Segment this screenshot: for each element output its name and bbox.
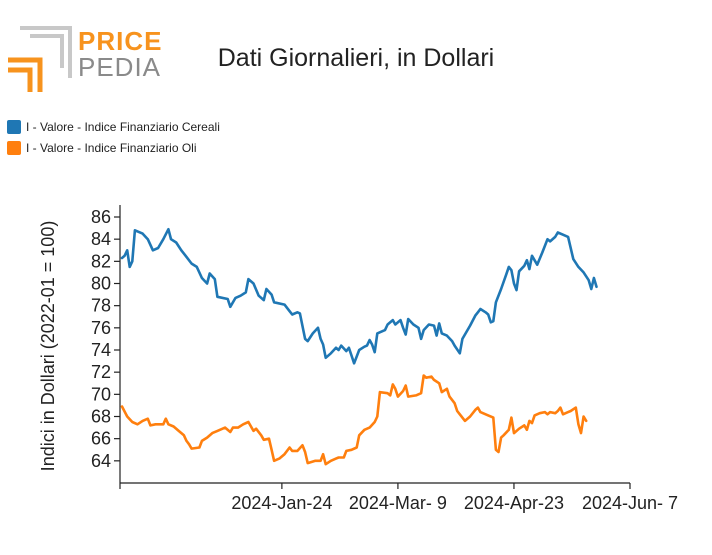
y-tick-label: 80 [91, 274, 111, 294]
y-tick-label: 82 [91, 251, 111, 271]
y-tick-label: 66 [91, 429, 111, 449]
brand-pedia-text: PEDIA [78, 52, 161, 82]
y-tick-label: 72 [91, 362, 111, 382]
series-line-cereali [120, 227, 598, 365]
y-tick-label: 76 [91, 318, 111, 338]
legend-swatch [7, 141, 21, 155]
y-tick-label: 74 [91, 340, 111, 360]
legend-label: I - Valore - Indice Finanziario Oli [26, 141, 197, 155]
series-line-oli [120, 374, 588, 466]
y-tick-label: 84 [91, 229, 111, 249]
x-tick-label: 2024-Jun- 7 [582, 493, 678, 513]
x-tick-label: 2024-Apr-23 [464, 493, 564, 513]
y-tick-label: 86 [91, 207, 111, 227]
x-tick-label: 2024-Jan-24 [231, 493, 332, 513]
chart-legend: I - Valore - Indice Finanziario Cereali I… [7, 120, 220, 155]
x-tick-label: 2024-Mar- 9 [349, 493, 447, 513]
y-tick-label: 70 [91, 384, 111, 404]
legend-label: I - Valore - Indice Finanziario Cereali [26, 120, 220, 134]
brand-price-text: PRICE [78, 26, 162, 56]
y-tick-label: 68 [91, 407, 111, 427]
y-tick-label: 78 [91, 296, 111, 316]
y-axis-label: Indici in Dollari (2022-01 = 100) [38, 221, 58, 472]
pricepedia-logo: PRICE PEDIA [8, 26, 162, 92]
plot-area [120, 227, 598, 466]
logo-mark-icon [8, 26, 72, 92]
legend-swatch [7, 120, 21, 134]
y-tick-label: 64 [91, 451, 111, 471]
chart-title: Dati Giornalieri, in Dollari [218, 44, 494, 72]
